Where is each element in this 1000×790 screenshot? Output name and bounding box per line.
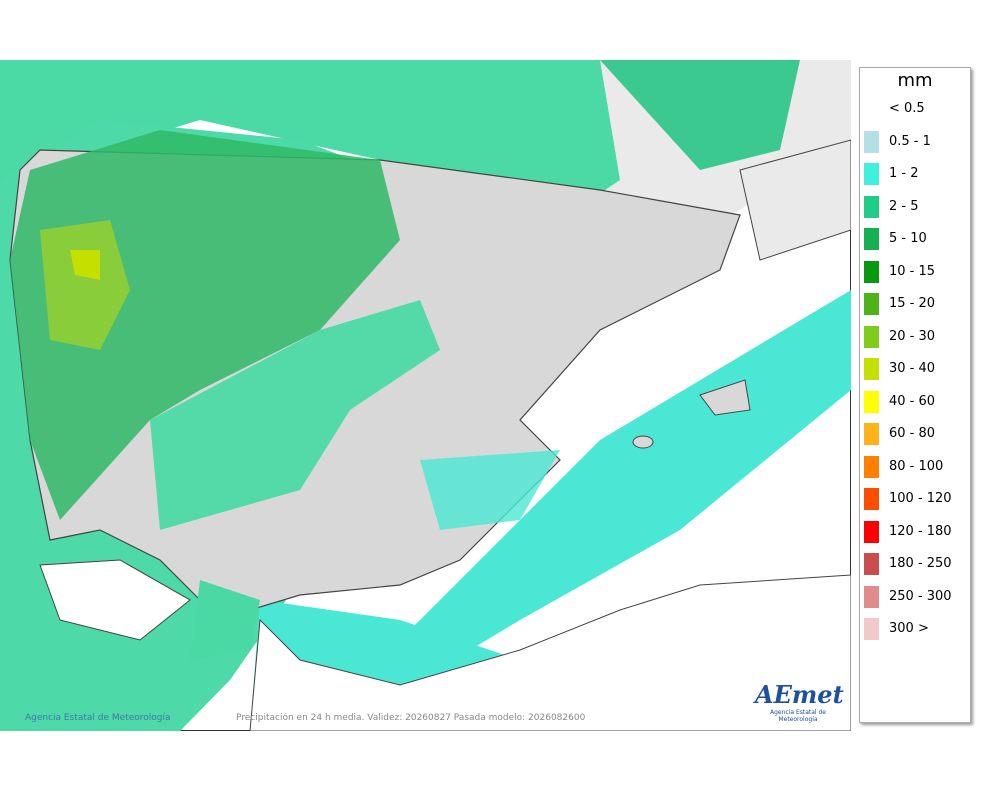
legend-swatch (864, 325, 879, 348)
legend: mm < 0.5 0.5 - 1 1 - 2 2 - 5 5 - 10 10 - 15 15… (859, 67, 971, 723)
legend-label: < 0.5 (889, 101, 925, 116)
legend-item: 300 > (864, 618, 929, 640)
legend-label: 100 - 120 (889, 491, 952, 506)
legend-swatch (864, 390, 879, 413)
credit: Agencia Estatal de Meteorología (25, 713, 171, 723)
legend-label: 2 - 5 (889, 198, 919, 214)
legend-label: 5 - 10 (889, 231, 927, 246)
legend-swatch (864, 163, 879, 185)
legend-swatch (864, 130, 879, 153)
legend-label: 15 - 20 (889, 296, 936, 311)
legend-item: 120 - 180 (864, 520, 952, 543)
legend-swatch (864, 358, 879, 380)
legend-item: 100 - 120 (864, 488, 952, 510)
legend-label: 80 - 100 (889, 458, 944, 474)
legend-label: 40 - 60 (889, 393, 936, 409)
legend-label: 250 - 300 (889, 588, 952, 604)
legend-swatch (864, 455, 879, 478)
legend-label: 300 > (889, 621, 929, 636)
legend-swatch (864, 195, 879, 218)
legend-item: 40 - 60 (864, 390, 936, 413)
legend-item: 30 - 40 (864, 358, 935, 380)
legend-unit: mm (897, 70, 933, 91)
legend-label: 10 - 15 (889, 263, 936, 279)
legend-swatch (864, 260, 879, 283)
legend-swatch (864, 423, 879, 445)
legend-item: 180 - 250 (864, 553, 952, 575)
legend-swatch (864, 228, 879, 250)
legend-item: 2 - 5 (864, 195, 919, 218)
logo: AEmet Agencia Estatal de Meteorología (755, 680, 844, 724)
legend-item: 60 - 80 (864, 423, 935, 445)
caption: Precipitación en 24 h media. Validez: 20… (236, 712, 586, 723)
legend-swatch (864, 618, 879, 640)
legend-label: 0.5 - 1 (889, 133, 931, 149)
legend-label: 120 - 180 (889, 523, 952, 539)
legend-swatch (864, 488, 879, 510)
legend-swatch (864, 293, 879, 315)
logo-name: AEmet (755, 680, 844, 709)
legend-label: 180 - 250 (889, 556, 952, 571)
legend-swatch (864, 98, 879, 120)
legend-item: 250 - 300 (864, 585, 952, 608)
legend-swatch (864, 553, 879, 575)
legend-label: 1 - 2 (889, 166, 919, 181)
legend-swatch (864, 585, 879, 608)
legend-label: 60 - 80 (889, 426, 936, 441)
logo-subtitle: Agencia Estatal de Meteorología (769, 709, 826, 723)
legend-item: 20 - 30 (864, 325, 936, 348)
legend-label: 20 - 30 (889, 328, 936, 344)
legend-item: 80 - 100 (864, 455, 944, 478)
legend-item: 5 - 10 (864, 228, 927, 250)
legend-item: 0.5 - 1 (864, 130, 931, 153)
legend-item: 15 - 20 (864, 293, 935, 315)
map: Agencia Estatal de Meteorología Precipit… (0, 60, 851, 731)
legend-item: 1 - 2 (864, 163, 919, 185)
legend-swatch (864, 520, 879, 543)
legend-item: 10 - 15 (864, 260, 936, 283)
legend-item: < 0.5 (864, 98, 925, 120)
legend-label: 30 - 40 (889, 361, 936, 376)
